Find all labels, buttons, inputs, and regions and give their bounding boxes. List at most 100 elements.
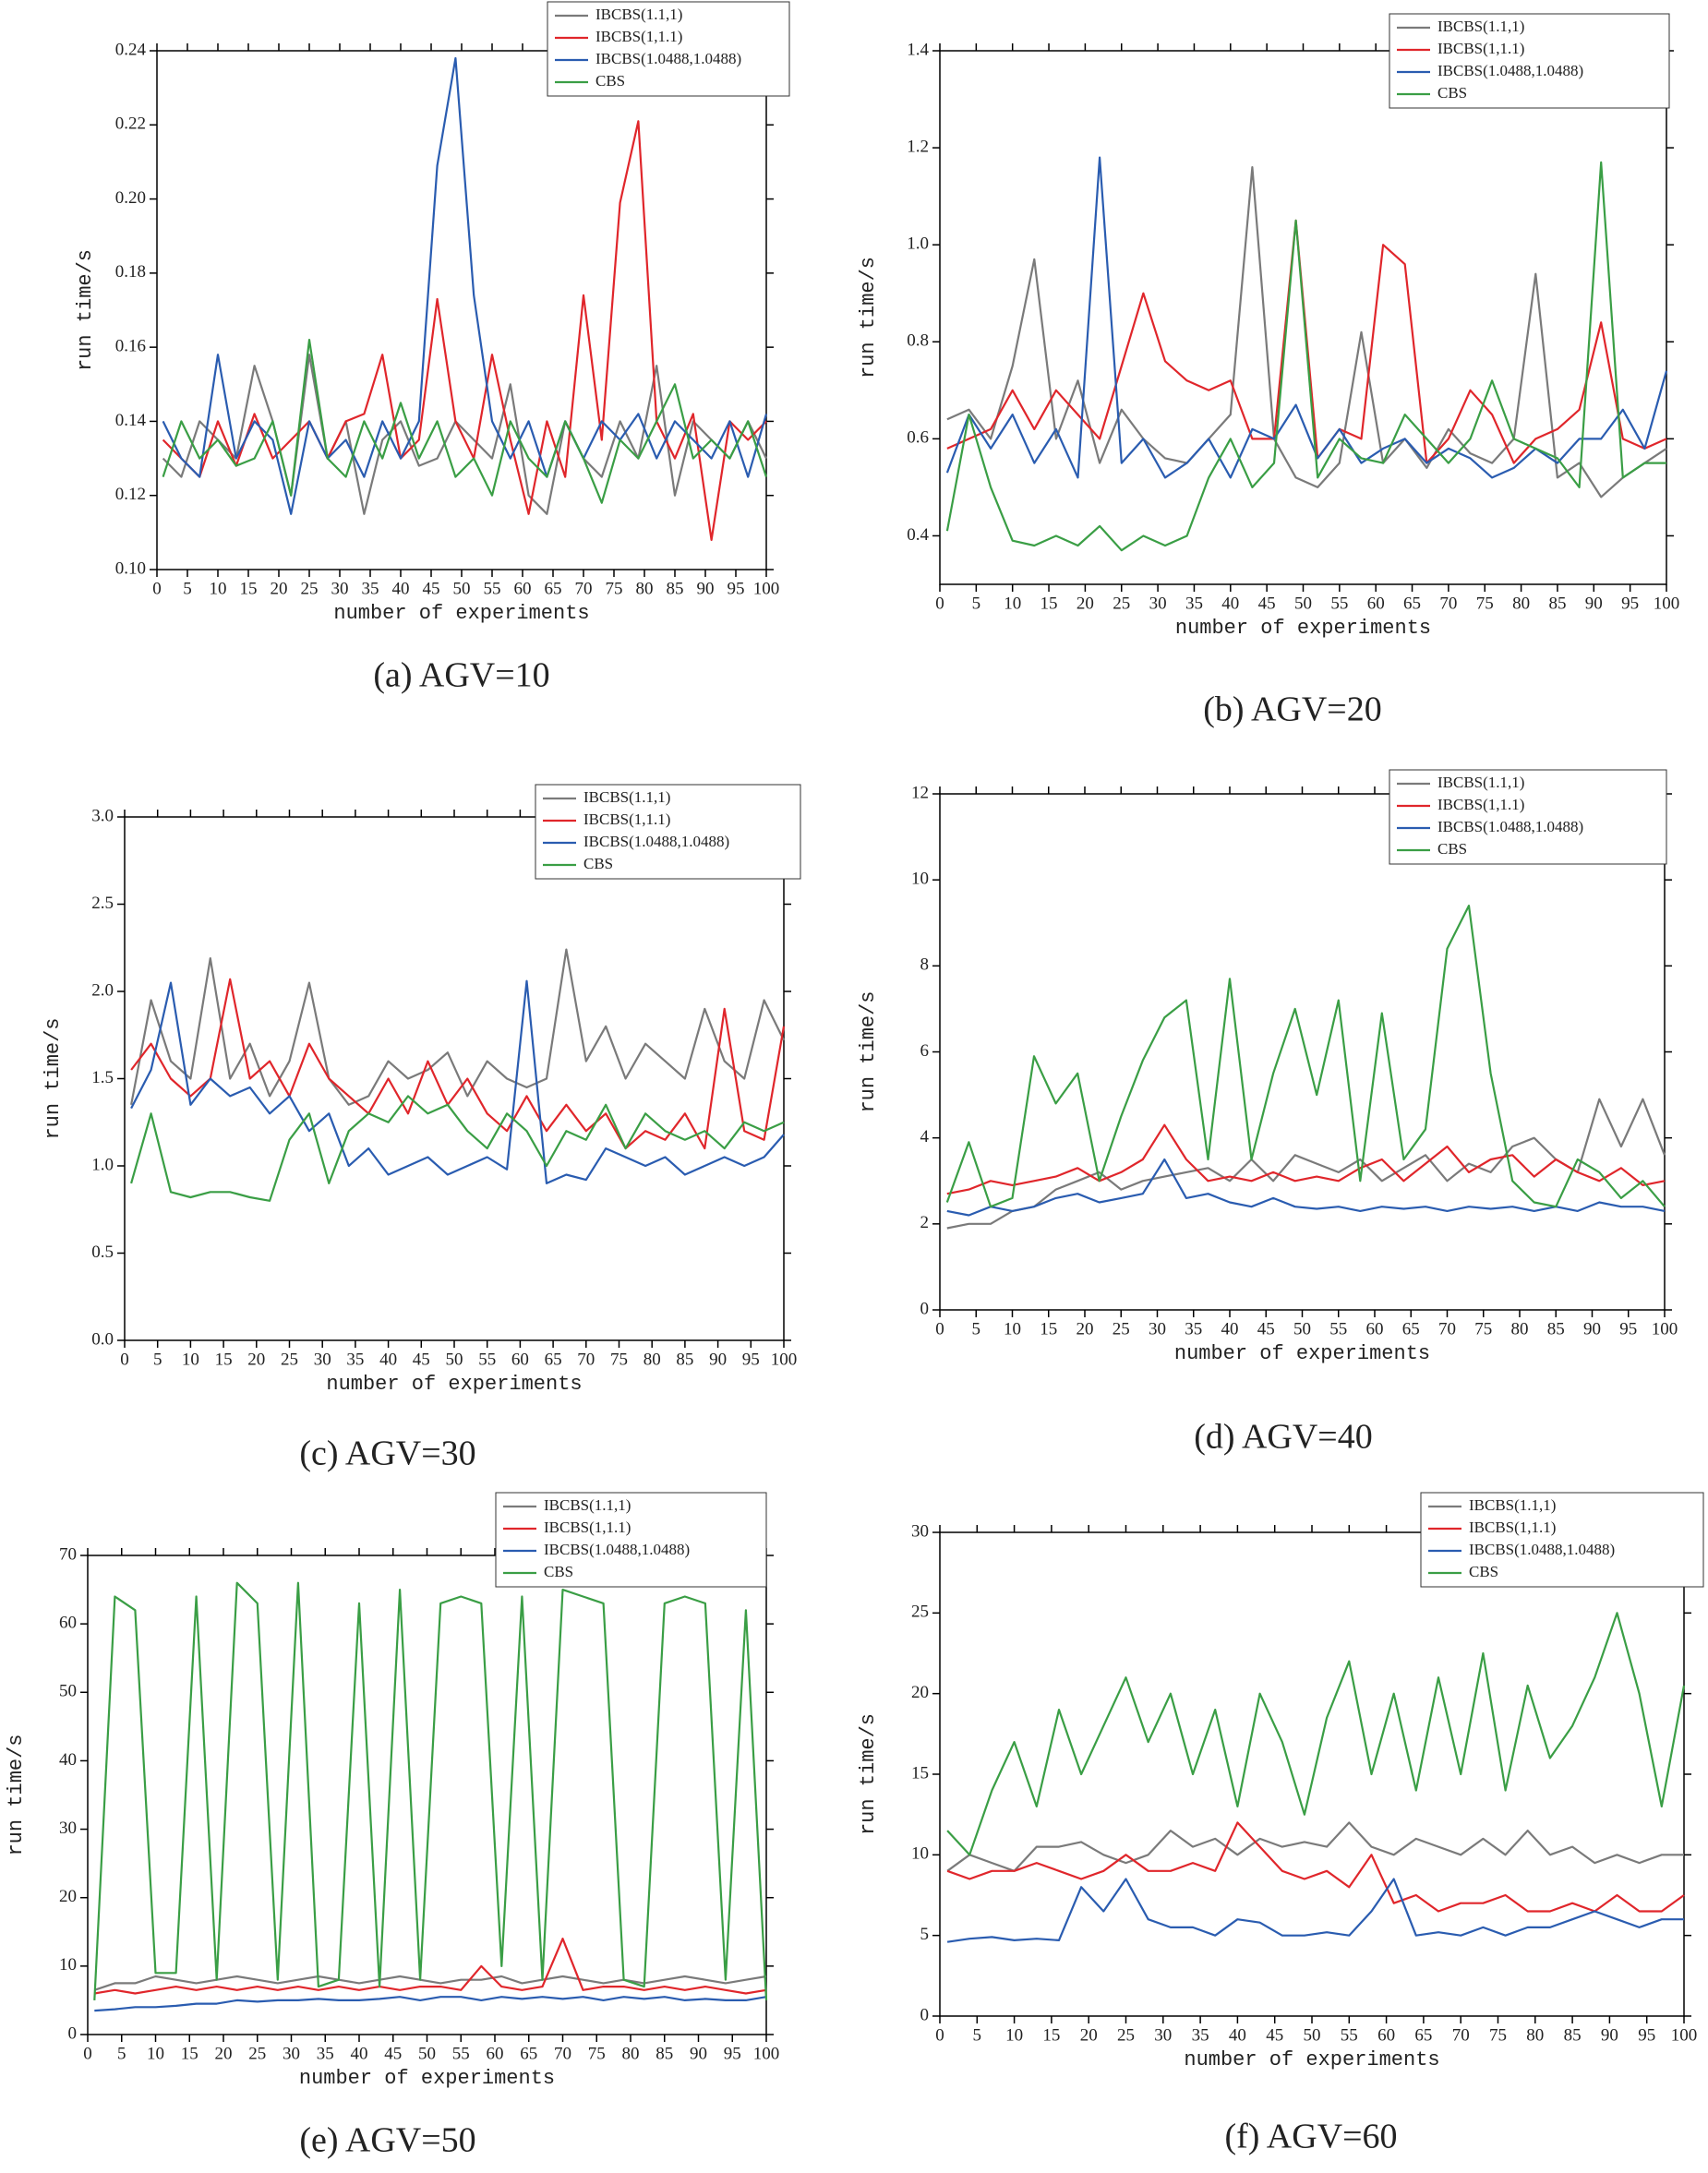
legend-label: IBCBS(1.0488,1.0488) — [1437, 818, 1583, 835]
x-tick-label: 90 — [709, 1350, 727, 1369]
legend-label: IBCBS(1.0488,1.0488) — [583, 833, 729, 850]
y-tick-label: 0.14 — [115, 411, 147, 430]
y-tick-label: 2 — [920, 1213, 930, 1232]
y-tick-label: 0.24 — [115, 40, 147, 59]
x-tick-label: 65 — [545, 1350, 562, 1369]
caption: (a) AGV=10 — [373, 656, 549, 695]
series-line — [945, 156, 1668, 479]
x-tick-label: 25 — [1113, 594, 1130, 613]
x-tick-label: 50 — [1293, 1319, 1311, 1339]
y-tick-label: 10 — [59, 1955, 77, 1975]
x-tick-label: 55 — [484, 579, 501, 598]
x-tick-label: 80 — [622, 2044, 640, 2063]
x-tick-label: 10 — [1005, 2025, 1023, 2045]
x-tick-label: 45 — [1266, 2025, 1283, 2045]
x-axis-label: number of experiments — [299, 2067, 555, 2090]
x-tick-label: 85 — [1548, 594, 1566, 613]
x-tick-label: 50 — [418, 2044, 436, 2063]
x-tick-label: 15 — [1040, 1319, 1057, 1339]
legend-label: IBCBS(1,1.1) — [1469, 1519, 1556, 1536]
x-tick-label: 25 — [281, 1350, 298, 1369]
y-tick-label: 0.12 — [115, 485, 146, 504]
x-tick-label: 0 — [120, 1350, 129, 1369]
x-tick-label: 100 — [1652, 1319, 1678, 1339]
series-line — [946, 1612, 1686, 1856]
x-tick-label: 50 — [446, 1350, 463, 1369]
y-axis-label: run time/s — [857, 257, 880, 378]
x-tick-label: 20 — [1077, 1319, 1094, 1339]
legend-label: CBS — [595, 72, 625, 90]
series-line — [93, 1975, 767, 1991]
y-tick-label: 1.4 — [907, 40, 929, 59]
x-tick-label: 75 — [1474, 1319, 1492, 1339]
y-tick-label: 0.0 — [91, 1329, 114, 1349]
x-tick-label: 55 — [452, 2044, 470, 2063]
y-axis-label: run time/s — [857, 1713, 880, 1835]
x-tick-label: 0 — [935, 2025, 944, 2045]
x-tick-label: 55 — [1329, 1319, 1347, 1339]
y-tick-label: 8 — [920, 955, 930, 975]
x-tick-label: 85 — [667, 579, 684, 598]
series-line — [945, 161, 1666, 552]
y-axis-label: run time/s — [857, 990, 880, 1112]
x-tick-label: 35 — [362, 579, 379, 598]
y-tick-label: 0.4 — [907, 525, 929, 545]
series-line — [162, 56, 768, 515]
x-tick-label: 95 — [728, 579, 745, 598]
y-tick-label: 0 — [920, 2005, 930, 2024]
y-tick-label: 70 — [59, 1544, 77, 1564]
series-line — [93, 1581, 768, 2000]
legend-label: IBCBS(1,1.1) — [1437, 796, 1524, 813]
legend-label: CBS — [544, 1563, 573, 1580]
x-tick-label: 80 — [1511, 1319, 1529, 1339]
x-tick-label: 20 — [1077, 594, 1094, 613]
x-tick-label: 65 — [545, 579, 562, 598]
x-tick-label: 80 — [636, 579, 654, 598]
caption: (d) AGV=40 — [1194, 1418, 1372, 1457]
series-line — [130, 979, 785, 1184]
series-line — [946, 1821, 1684, 1872]
y-tick-label: 0.10 — [115, 558, 146, 578]
y-tick-label: 2.5 — [91, 894, 114, 913]
y-tick-label: 0.16 — [115, 337, 146, 356]
x-tick-label: 95 — [1621, 594, 1639, 613]
x-tick-label: 75 — [1476, 594, 1494, 613]
y-tick-label: 60 — [59, 1614, 77, 1633]
x-tick-label: 55 — [1341, 2025, 1358, 2045]
x-tick-label: 25 — [1113, 1319, 1130, 1339]
legend-label: IBCBS(1.1,1) — [595, 6, 682, 23]
x-tick-label: 0 — [152, 579, 162, 598]
series-line — [946, 1158, 1666, 1217]
x-tick-label: 80 — [644, 1350, 661, 1369]
x-tick-label: 60 — [1366, 1319, 1384, 1339]
y-axis-label: run time/s — [42, 1017, 65, 1139]
series-line — [946, 1821, 1685, 1913]
x-tick-label: 70 — [575, 579, 593, 598]
x-tick-label: 95 — [742, 1350, 760, 1369]
x-tick-label: 10 — [210, 579, 227, 598]
series-line — [946, 1878, 1684, 1943]
x-axis-label: number of experiments — [1184, 2048, 1439, 2071]
x-tick-label: 30 — [1154, 2025, 1172, 2045]
y-tick-label: 1.0 — [907, 234, 929, 254]
x-tick-label: 10 — [147, 2044, 164, 2063]
x-tick-label: 10 — [1004, 1319, 1021, 1339]
y-tick-label: 0 — [68, 2023, 78, 2043]
x-tick-label: 65 — [1403, 594, 1421, 613]
x-tick-label: 60 — [514, 579, 532, 598]
y-tick-label: 0 — [920, 1299, 930, 1318]
legend-box — [1420, 1492, 1704, 1588]
series-line — [130, 1095, 785, 1202]
y-tick-label: 10 — [911, 1844, 929, 1864]
legend-label: IBCBS(1.0488,1.0488) — [1469, 1541, 1615, 1558]
x-tick-label: 70 — [1438, 1319, 1456, 1339]
legend-label: IBCBS(1.1,1) — [1437, 18, 1524, 35]
x-tick-label: 70 — [1452, 2025, 1470, 2045]
y-tick-label: 0.18 — [115, 262, 146, 282]
x-tick-label: 90 — [690, 2044, 707, 2063]
plot-frame — [939, 1531, 1685, 2017]
y-tick-label: 1.5 — [91, 1068, 114, 1087]
x-tick-label: 25 — [1117, 2025, 1135, 2045]
y-tick-label: 1.0 — [91, 1155, 114, 1174]
y-tick-label: 4 — [920, 1127, 930, 1147]
